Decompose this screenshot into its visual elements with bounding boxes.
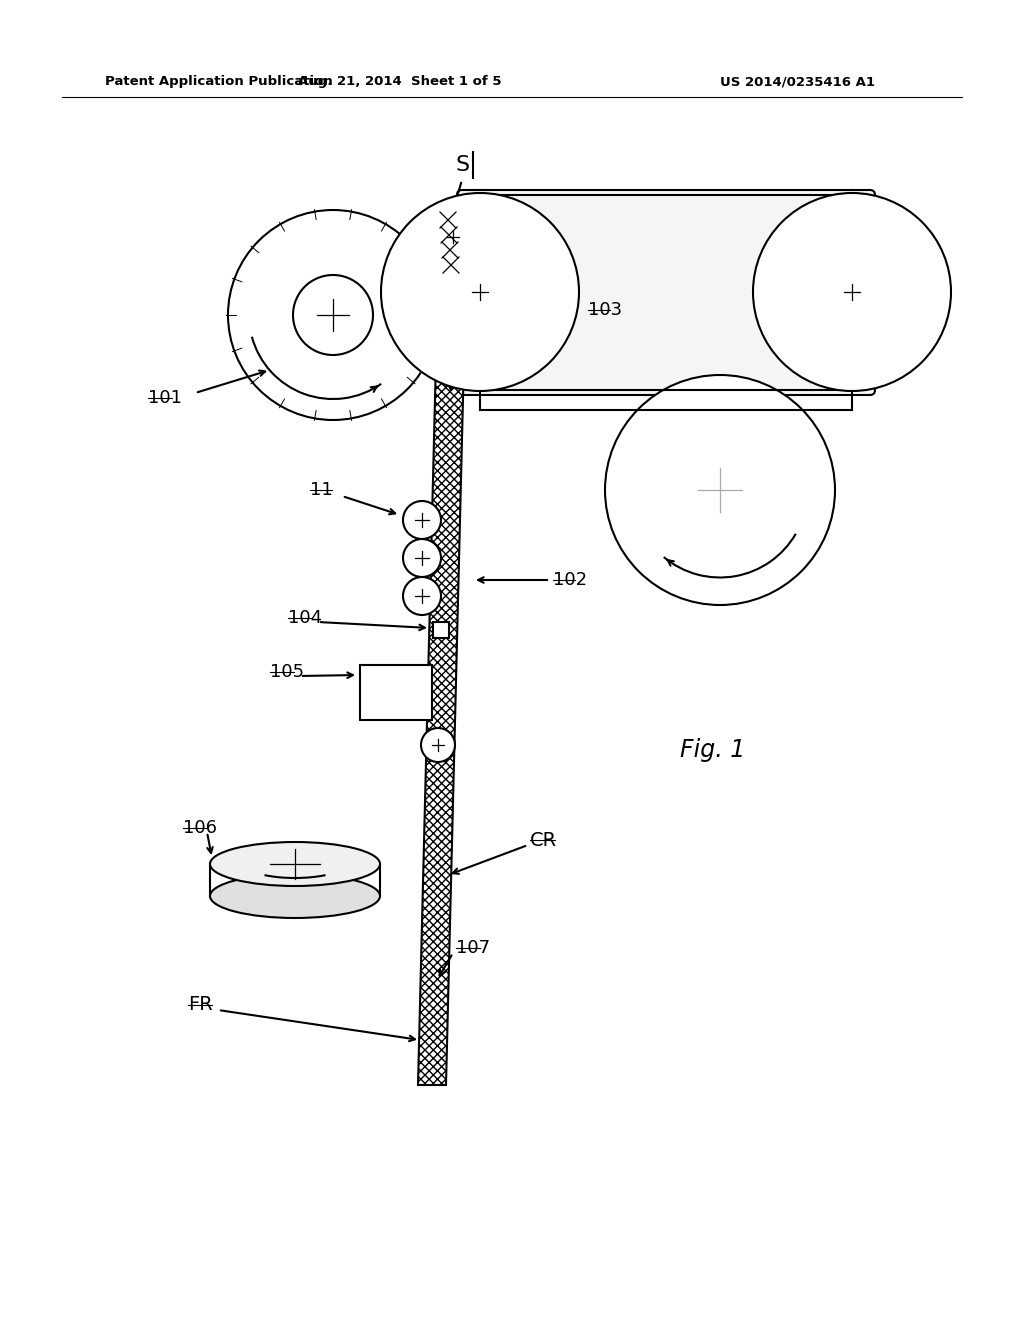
Text: 104: 104 [288,609,323,627]
Text: US 2014/0235416 A1: US 2014/0235416 A1 [720,75,874,88]
Text: 105: 105 [270,663,304,681]
Circle shape [228,210,438,420]
Circle shape [421,729,455,762]
Circle shape [753,193,951,391]
Text: 106: 106 [183,818,217,837]
FancyBboxPatch shape [457,190,874,395]
Circle shape [437,220,469,253]
Circle shape [605,375,835,605]
Text: Patent Application Publication: Patent Application Publication [105,75,333,88]
Ellipse shape [210,842,380,886]
Ellipse shape [210,874,380,917]
Circle shape [403,502,441,539]
Text: Aug. 21, 2014  Sheet 1 of 5: Aug. 21, 2014 Sheet 1 of 5 [298,75,502,88]
Circle shape [403,539,441,577]
Text: 107: 107 [456,939,490,957]
Polygon shape [418,238,467,1085]
Text: 102: 102 [553,572,587,589]
Circle shape [293,275,373,355]
Text: FR: FR [188,995,213,1015]
Bar [360,665,432,719]
Circle shape [403,577,441,615]
Text: Fig. 1: Fig. 1 [680,738,745,762]
Text: 103: 103 [588,301,623,319]
Circle shape [381,193,579,391]
Bar [433,622,449,638]
Text: S: S [456,154,470,176]
Text: 11: 11 [310,480,333,499]
Text: CR: CR [530,830,557,850]
Text: 101: 101 [148,389,182,407]
